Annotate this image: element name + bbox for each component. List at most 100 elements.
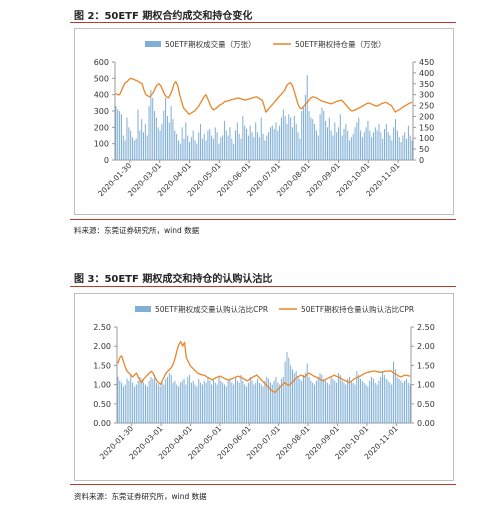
- y-right-tick-label: 350: [419, 80, 434, 89]
- bar: [350, 380, 352, 423]
- bar: [128, 127, 130, 160]
- bar: [148, 106, 150, 160]
- bar: [404, 380, 406, 423]
- bar: [339, 375, 341, 423]
- y-right-tick-label: 0: [419, 156, 424, 165]
- bar: [223, 120, 225, 160]
- bar: [323, 111, 325, 160]
- bar: [117, 109, 119, 160]
- bar: [216, 384, 218, 423]
- bar: [308, 376, 310, 423]
- bar: [293, 373, 295, 423]
- bar: [154, 375, 156, 423]
- bar: [262, 133, 264, 160]
- bar: [371, 137, 373, 160]
- bar: [303, 375, 305, 423]
- bar: [257, 378, 259, 423]
- bar: [400, 142, 402, 160]
- bar: [253, 384, 255, 423]
- bar: [402, 382, 404, 423]
- y-right-tick-label: 50: [419, 145, 429, 154]
- bar: [179, 143, 181, 160]
- bar: [233, 384, 235, 423]
- bar: [119, 111, 121, 160]
- bar: [133, 386, 135, 423]
- bar: [238, 382, 240, 423]
- bar: [126, 378, 128, 423]
- bar: [382, 371, 384, 423]
- bar: [330, 376, 332, 423]
- bar: [143, 382, 145, 423]
- bar: [299, 138, 301, 160]
- y-right-tick-label: 1.00: [417, 381, 435, 390]
- bar: [257, 132, 259, 160]
- bar: [154, 111, 156, 160]
- bar: [369, 130, 371, 160]
- bar: [332, 378, 334, 423]
- y-right-tick-label: 300: [419, 91, 434, 100]
- bar: [409, 135, 411, 160]
- bar: [227, 380, 229, 423]
- y-left-tick-label: 500: [94, 74, 109, 83]
- bar: [139, 376, 141, 423]
- bar: [317, 135, 319, 160]
- bar: [242, 380, 244, 423]
- bar: [372, 378, 374, 423]
- bar: [167, 376, 169, 423]
- bar: [260, 384, 262, 423]
- bar: [345, 124, 347, 160]
- bar: [326, 127, 328, 160]
- bar: [146, 135, 148, 160]
- bar: [328, 384, 330, 423]
- bar: [319, 373, 321, 423]
- bar: [246, 128, 248, 160]
- bar: [246, 386, 248, 423]
- bar: [411, 140, 413, 160]
- bar: [280, 117, 282, 160]
- bar: [240, 138, 242, 160]
- bar: [192, 130, 194, 160]
- bar: [183, 138, 185, 160]
- bar: [406, 138, 408, 160]
- bar: [137, 109, 139, 160]
- bar: [255, 122, 257, 160]
- bar: [288, 114, 290, 160]
- bar: [188, 142, 191, 160]
- bar: [244, 125, 246, 160]
- bar: [266, 135, 268, 160]
- bar: [132, 382, 134, 423]
- bar: [345, 384, 347, 423]
- bar: [198, 132, 200, 160]
- bar: [211, 135, 213, 160]
- bar: [194, 384, 196, 423]
- bar: [361, 380, 363, 423]
- y-left-tick-label: 600: [94, 58, 109, 67]
- bar: [291, 369, 293, 423]
- bar: [223, 384, 225, 423]
- bar: [166, 115, 168, 160]
- bar: [396, 376, 398, 423]
- bar: [124, 384, 126, 423]
- bar: [349, 140, 351, 160]
- bar: [161, 380, 163, 423]
- bar: [177, 140, 179, 160]
- bar: [268, 132, 270, 160]
- bar: [337, 127, 340, 160]
- bar: [369, 380, 371, 423]
- bar: [205, 140, 207, 160]
- bar: [303, 107, 305, 160]
- legend-line-label: 50ETF期权持仓量（万张）: [295, 39, 386, 49]
- bar: [275, 376, 277, 423]
- bar: [280, 378, 282, 423]
- bar: [279, 384, 281, 423]
- bar: [251, 380, 253, 423]
- bar: [315, 380, 317, 423]
- bar: [157, 384, 159, 423]
- bar: [187, 135, 189, 160]
- bar: [181, 127, 183, 160]
- bar: [157, 127, 159, 160]
- y-right-tick-label: 400: [419, 69, 434, 78]
- bar: [394, 369, 396, 423]
- y-left-tick-label: 200: [94, 123, 109, 132]
- bar: [321, 107, 323, 160]
